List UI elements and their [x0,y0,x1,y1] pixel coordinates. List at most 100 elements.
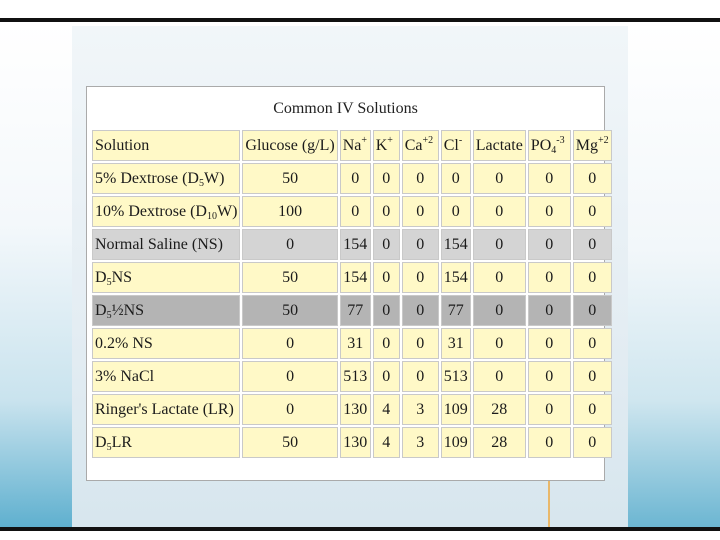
header-ca: Ca+2 [401,130,439,161]
cell-na: 130 [339,427,371,458]
header-mg-text: Mg [575,137,599,154]
header-k: K+ [372,130,400,161]
cell-glucose: 50 [242,163,338,194]
cell-po4: 0 [527,361,571,392]
cell-mg: 0 [572,229,612,260]
solution-name-suffix: ½NS [111,302,145,319]
iv-solutions-table: Solution Glucose (g/L) Na+ K+ Ca+2 Cl- L… [90,128,614,460]
header-cl: Cl- [440,130,471,161]
cell-ca: 0 [401,163,439,194]
cell-lactate: 0 [472,295,526,326]
slide-right-decoration [628,22,720,527]
solution-name: 5% Dextrose (D [95,170,199,187]
cell-po4: 0 [527,229,571,260]
header-po4: PO4-3 [527,130,571,161]
solution-name: D [95,269,107,286]
cell-k: 0 [372,196,400,227]
header-po4-charge: -3 [556,135,565,146]
cell-na: 130 [339,394,371,425]
table-row: 0.2% NS 0 31 0 0 31 0 0 0 [92,328,612,359]
cell-na: 0 [339,163,371,194]
header-na-text: Na [342,137,362,154]
cell-ca: 0 [401,328,439,359]
table-caption: Common IV Solutions [273,100,418,117]
cell-cl: 513 [440,361,471,392]
solution-name-suffix: NS [111,269,133,286]
cell-solution: D5NS [92,262,241,293]
solution-name: D [95,302,107,319]
cell-na: 31 [339,328,371,359]
cell-k: 0 [372,163,400,194]
cell-lactate: 0 [472,163,526,194]
cell-lactate: 28 [472,427,526,458]
cell-solution: 3% NaCl [92,361,241,392]
header-lactate: Lactate [472,130,526,161]
cell-mg: 0 [572,328,612,359]
cell-na: 0 [339,196,371,227]
header-k-text: K [375,137,388,154]
solution-subscript: 5 [106,277,112,288]
cell-k: 4 [372,427,400,458]
solution-subscript: 5 [106,310,112,321]
solution-subscript: 5 [198,178,204,189]
cell-cl: 0 [440,163,471,194]
cell-glucose: 50 [242,295,338,326]
table-row: D5½NS 50 77 0 0 77 0 0 0 [92,295,612,326]
table-body: 5% Dextrose (D5W) 50 0 0 0 0 0 0 0 10% D… [92,163,612,458]
cell-lactate: 0 [472,262,526,293]
cell-ca: 3 [401,394,439,425]
solution-name: 10% Dextrose (D [95,203,207,220]
header-k-charge: + [387,135,393,146]
cell-mg: 0 [572,427,612,458]
cell-lactate: 28 [472,394,526,425]
cell-glucose: 50 [242,262,338,293]
slide-top-border [0,18,720,22]
header-po4-text: PO [530,137,552,154]
cell-k: 0 [372,262,400,293]
cell-po4: 0 [527,295,571,326]
cell-po4: 0 [527,196,571,227]
cell-k: 0 [372,328,400,359]
cell-solution: 10% Dextrose (D10W) [92,196,241,227]
slide-left-decoration [0,22,80,527]
cell-mg: 0 [572,394,612,425]
cell-na: 77 [339,295,371,326]
cell-po4: 0 [527,262,571,293]
table-row: 10% Dextrose (D10W) 100 0 0 0 0 0 0 0 [92,196,612,227]
cell-na: 513 [339,361,371,392]
cell-na: 154 [339,229,371,260]
cell-glucose: 0 [242,328,338,359]
cell-k: 4 [372,394,400,425]
cell-cl: 109 [440,394,471,425]
header-mg: Mg+2 [572,130,612,161]
table-row: Ringer's Lactate (LR) 0 130 4 3 109 28 0… [92,394,612,425]
cell-mg: 0 [572,163,612,194]
cell-mg: 0 [572,361,612,392]
table-row: D5NS 50 154 0 0 154 0 0 0 [92,262,612,293]
cell-ca: 0 [401,295,439,326]
cell-ca: 0 [401,361,439,392]
cell-ca: 0 [401,262,439,293]
header-cl-text: Cl [443,137,459,154]
header-mg-charge: +2 [598,135,609,146]
solution-name: Normal Saline (NS) [95,236,223,253]
table-row: 5% Dextrose (D5W) 50 0 0 0 0 0 0 0 [92,163,612,194]
cell-po4: 0 [527,328,571,359]
slide-accent-line [548,470,628,527]
cell-k: 0 [372,361,400,392]
cell-glucose: 0 [242,394,338,425]
cell-solution: Ringer's Lactate (LR) [92,394,241,425]
cell-mg: 0 [572,295,612,326]
table-row: D5LR 50 130 4 3 109 28 0 0 [92,427,612,458]
cell-solution: 0.2% NS [92,328,241,359]
cell-na: 154 [339,262,371,293]
cell-k: 0 [372,229,400,260]
cell-lactate: 0 [472,229,526,260]
solution-name-suffix: W) [203,170,225,187]
solution-name: Ringer's Lactate (LR) [95,401,234,418]
solution-name: D [95,434,107,451]
cell-glucose: 0 [242,361,338,392]
table-row: Normal Saline (NS) 0 154 0 0 154 0 0 0 [92,229,612,260]
header-ca-text: Ca [404,137,423,154]
cell-solution: D5½NS [92,295,241,326]
